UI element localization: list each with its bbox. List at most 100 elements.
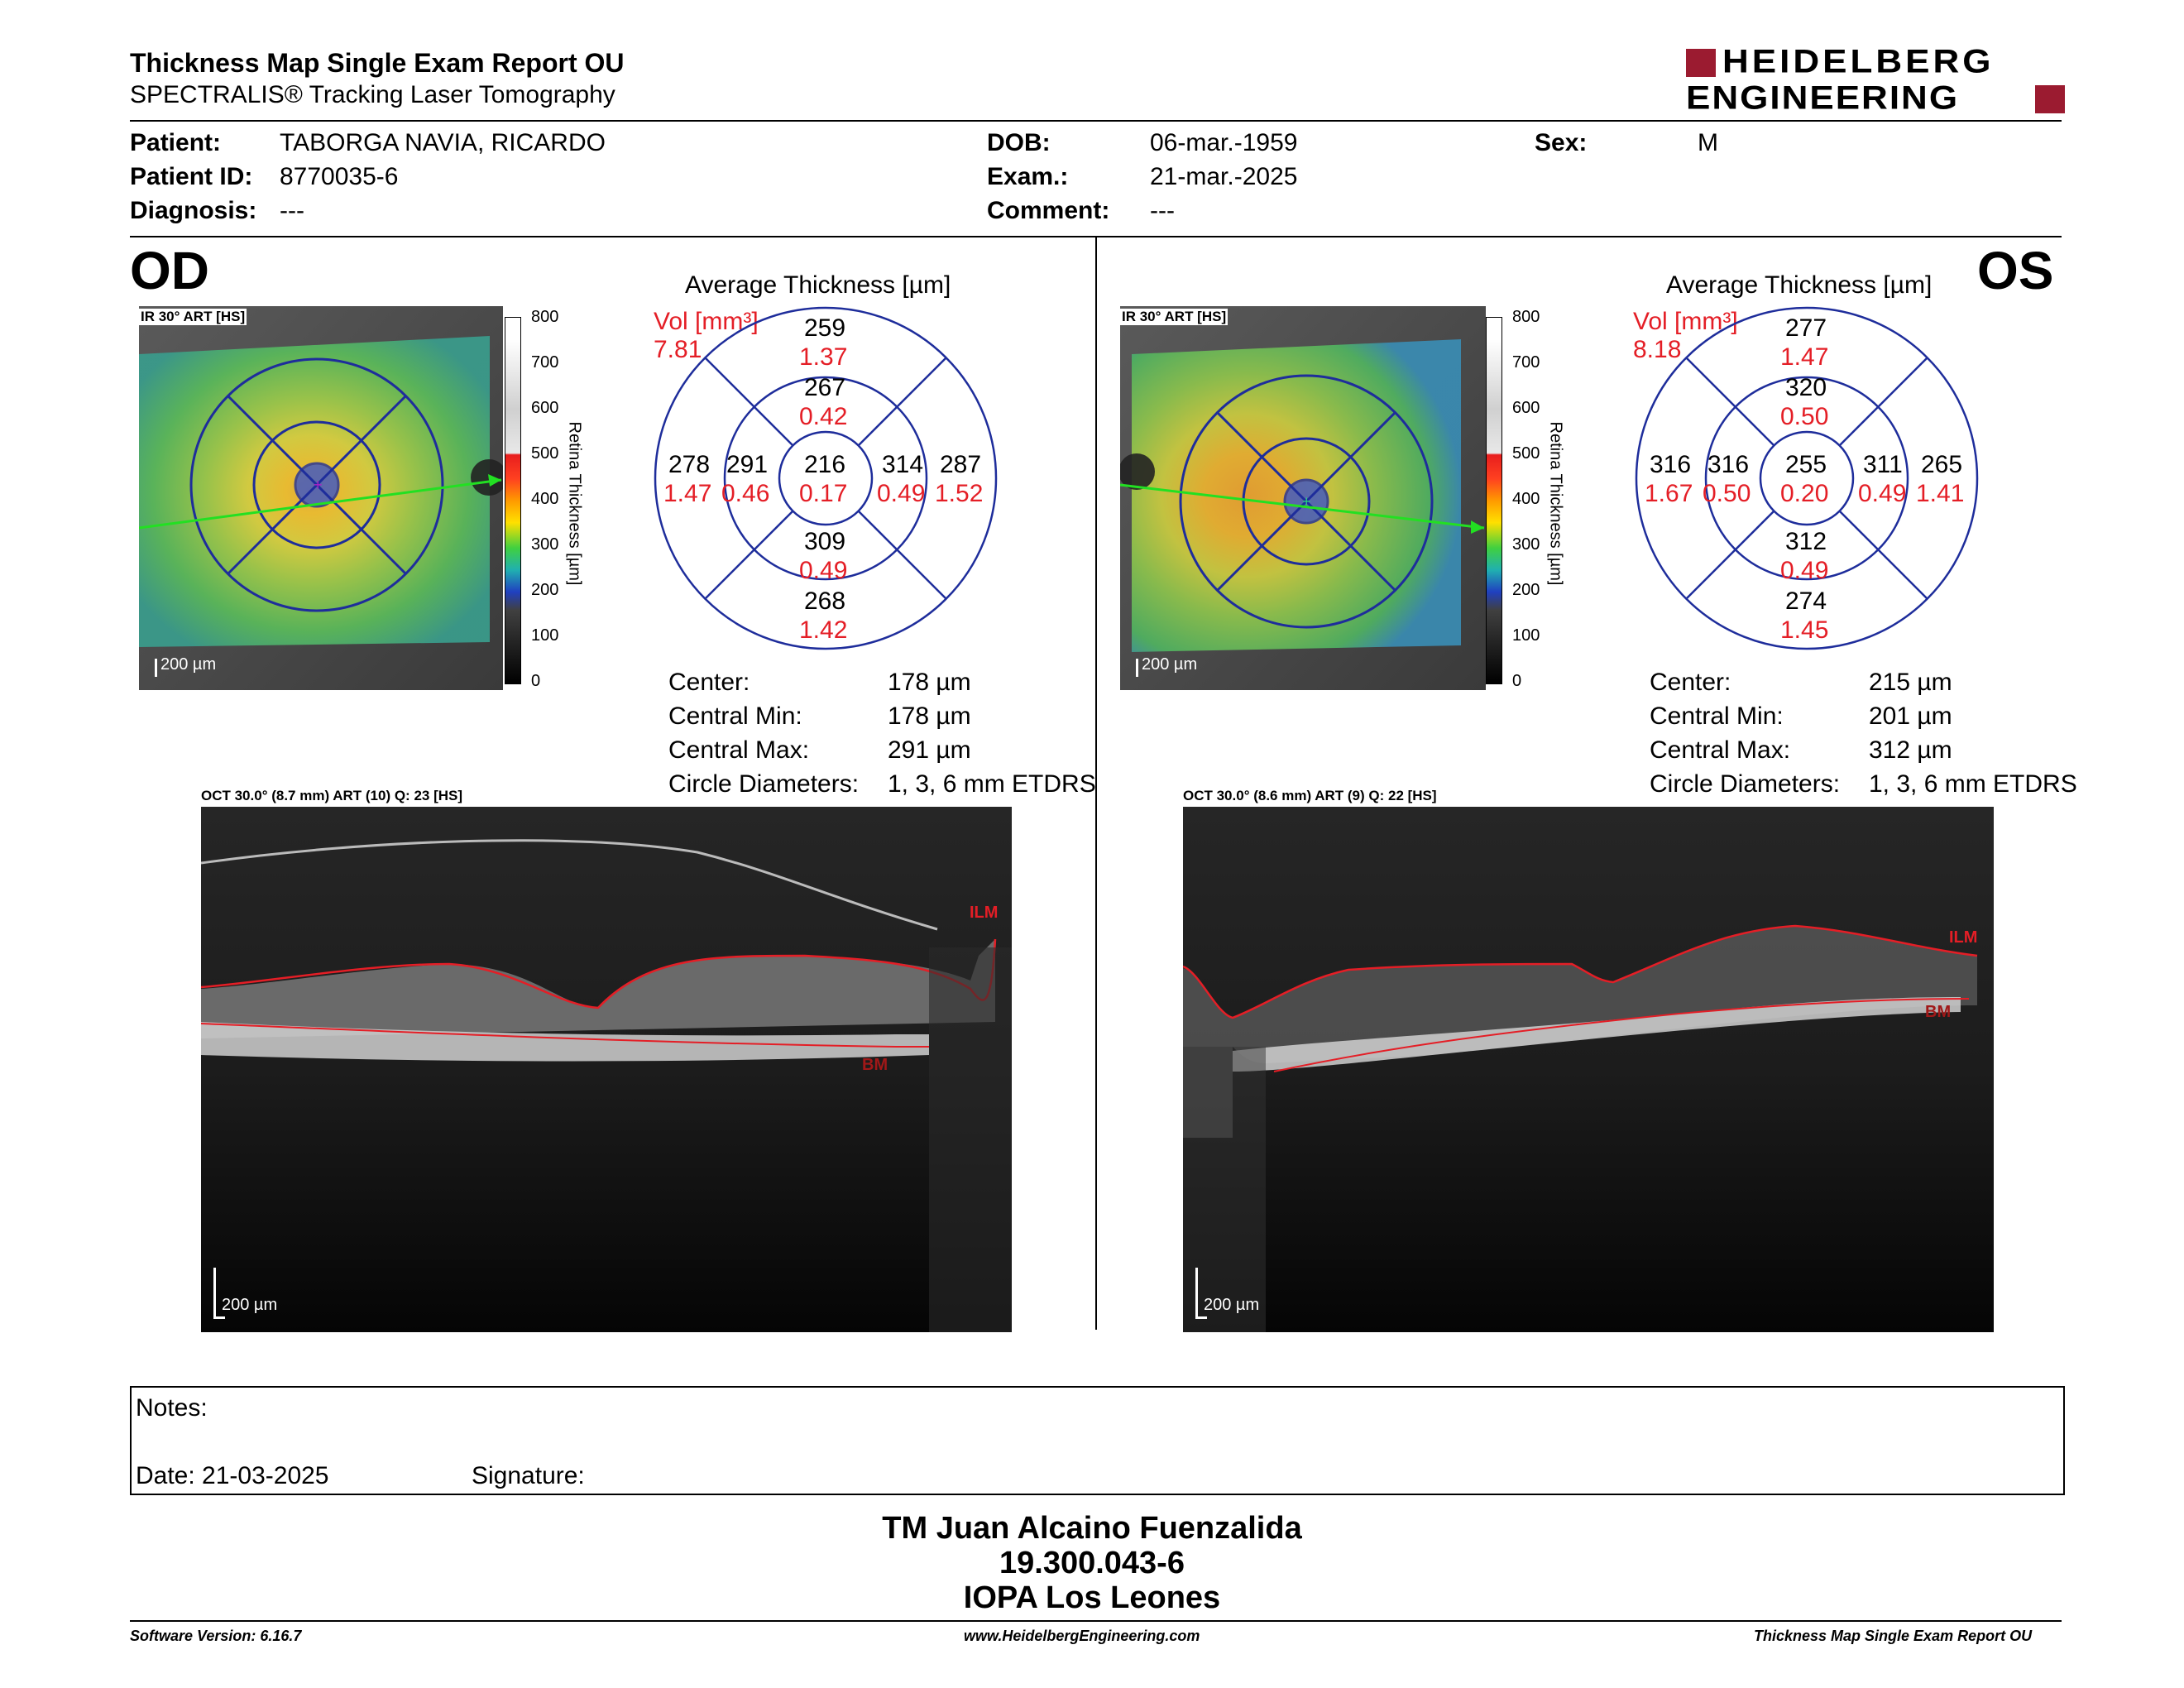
os-ilm-label: ILM <box>1949 928 1978 947</box>
notes-signature-label: Signature: <box>472 1462 585 1489</box>
od-tick-700: 700 <box>531 353 559 372</box>
os-tick-200: 200 <box>1512 581 1540 599</box>
os-stat-center-value: 215 µm <box>1869 669 1952 696</box>
od-stat-center-label: Center: <box>668 669 750 696</box>
os-eye-label: OS <box>1977 241 2054 300</box>
os-stat-diam-value: 1, 3, 6 mm ETDRS <box>1869 770 2077 798</box>
od-oct-scale-bar <box>213 1268 216 1319</box>
footer-website[interactable]: www.HeidelbergEngineering.com <box>964 1628 1200 1644</box>
os-center-vol: 0.20 <box>1780 480 1829 507</box>
signature-name: TM Juan Alcaino Fuenzalida <box>882 1511 1302 1546</box>
od-stat-diam-label: Circle Diameters: <box>668 770 860 798</box>
od-scale-ticks: 800 700 600 500 400 300 200 100 0 <box>520 308 569 690</box>
od-tick-600: 600 <box>531 399 559 417</box>
od-inner-left-thk: 291 <box>726 451 769 478</box>
od-stat-max-label: Central Max: <box>668 736 810 764</box>
od-center-thk: 216 <box>804 451 846 478</box>
sex-label: Sex: <box>1535 129 1588 156</box>
os-outer-left-vol: 1.67 <box>1645 480 1693 507</box>
os-etdrs-grid <box>1635 306 1979 650</box>
patient-value: TABORGA NAVIA, RICARDO <box>280 129 606 156</box>
os-inner-inf-vol: 0.49 <box>1780 557 1829 584</box>
os-inner-sup-thk: 320 <box>1785 374 1827 401</box>
os-vol-total: 8.18 <box>1633 336 1682 363</box>
os-avg-title: Average Thickness [µm] <box>1666 271 1933 299</box>
os-tick-100: 100 <box>1512 626 1540 645</box>
os-scale-ticks: 800 700 600 500 400 300 200 100 0 <box>1501 308 1550 690</box>
os-tick-400: 400 <box>1512 490 1540 508</box>
os-outer-sup-vol: 1.47 <box>1780 343 1829 371</box>
os-stat-min-value: 201 µm <box>1869 703 1952 730</box>
od-inner-sup-thk: 267 <box>804 374 846 401</box>
od-color-scale <box>505 317 521 684</box>
os-tick-700: 700 <box>1512 353 1540 372</box>
od-oct-scale-bar-foot <box>213 1316 225 1319</box>
od-ilm-label: ILM <box>970 904 999 922</box>
os-outer-right-vol: 1.41 <box>1916 480 1965 507</box>
os-oct-scale: 200 µm <box>1204 1296 1260 1314</box>
heidelberg-logo: HEIDELBERG ENGINEERING <box>1686 46 2065 117</box>
od-outer-sup-vol: 1.37 <box>799 343 848 371</box>
exam-value: 21-mar.-2025 <box>1150 163 1298 190</box>
logo-line1: HEIDELBERG <box>1722 43 1995 80</box>
os-oct-label: OCT 30.0° (8.6 mm) ART (9) Q: 22 [HS] <box>1183 788 1437 803</box>
od-scale-axis-label: Retina Thickness [µm] <box>565 421 584 586</box>
os-inner-left-thk: 316 <box>1707 451 1750 478</box>
os-inner-sup-vol: 0.50 <box>1780 403 1829 430</box>
od-inner-inf-thk: 309 <box>804 528 846 555</box>
comment-value: --- <box>1150 197 1175 224</box>
os-oct-scale-bar <box>1195 1268 1198 1319</box>
logo-square-top <box>1686 49 1716 77</box>
os-ir-scale-bar <box>1136 659 1138 677</box>
od-vol-total: 7.81 <box>654 336 702 363</box>
report-subtitle: SPECTRALIS® Tracking Laser Tomography <box>130 81 615 108</box>
od-inner-sup-vol: 0.42 <box>799 403 848 430</box>
patient-id-value: 8770035-6 <box>280 163 399 190</box>
sex-value: M <box>1698 129 1718 156</box>
os-tick-600: 600 <box>1512 399 1540 417</box>
od-outer-left-thk: 278 <box>668 451 711 478</box>
od-bm-label: BM <box>862 1056 888 1074</box>
svg-text:+: + <box>314 477 323 493</box>
os-tick-300: 300 <box>1512 535 1540 554</box>
os-outer-inf-vol: 1.45 <box>1780 616 1829 644</box>
od-stat-min-value: 178 µm <box>888 703 971 730</box>
od-stat-min-label: Central Min: <box>668 703 802 730</box>
patient-divider <box>130 236 2062 237</box>
od-oct-image <box>200 807 1012 1332</box>
notes-label: Notes: <box>136 1394 208 1422</box>
od-inner-left-vol: 0.46 <box>721 480 770 507</box>
os-inner-left-vol: 0.50 <box>1703 480 1751 507</box>
od-outer-inf-thk: 268 <box>804 587 846 615</box>
os-ir-label: IR 30° ART [HS] <box>1120 309 1228 325</box>
os-outer-left-thk: 316 <box>1650 451 1692 478</box>
od-center-vol: 0.17 <box>799 480 848 507</box>
od-outer-inf-vol: 1.42 <box>799 616 848 644</box>
os-stat-center-label: Center: <box>1650 669 1731 696</box>
os-stat-diam-label: Circle Diameters: <box>1650 770 1841 798</box>
od-tick-800: 800 <box>531 308 559 326</box>
od-outer-left-vol: 1.47 <box>663 480 712 507</box>
od-ir-scale: 200 µm <box>160 655 217 674</box>
os-outer-sup-thk: 277 <box>1785 314 1827 342</box>
os-inner-inf-thk: 312 <box>1785 528 1827 555</box>
os-oct-scale-bar-foot <box>1195 1316 1207 1319</box>
signature-institution: IOPA Los Leones <box>963 1580 1221 1615</box>
os-outer-inf-thk: 274 <box>1785 587 1827 615</box>
od-outer-right-vol: 1.52 <box>935 480 984 507</box>
od-inner-right-thk: 314 <box>882 451 924 478</box>
patient-label: Patient: <box>130 129 222 156</box>
od-tick-200: 200 <box>531 581 559 599</box>
os-center-thk: 255 <box>1785 451 1827 478</box>
os-stat-min-label: Central Min: <box>1650 703 1784 730</box>
eye-divider <box>1095 237 1097 1330</box>
od-stat-center-value: 178 µm <box>888 669 971 696</box>
notes-box[interactable] <box>130 1386 2065 1495</box>
od-outer-right-thk: 287 <box>940 451 982 478</box>
od-ir-label: IR 30° ART [HS] <box>139 309 247 325</box>
footer-version: Software Version: 6.16.7 <box>130 1628 302 1644</box>
od-etdrs-grid <box>654 306 998 650</box>
od-tick-300: 300 <box>531 535 559 554</box>
os-thickness-map: + <box>1118 306 1486 690</box>
exam-label: Exam.: <box>987 163 1069 190</box>
